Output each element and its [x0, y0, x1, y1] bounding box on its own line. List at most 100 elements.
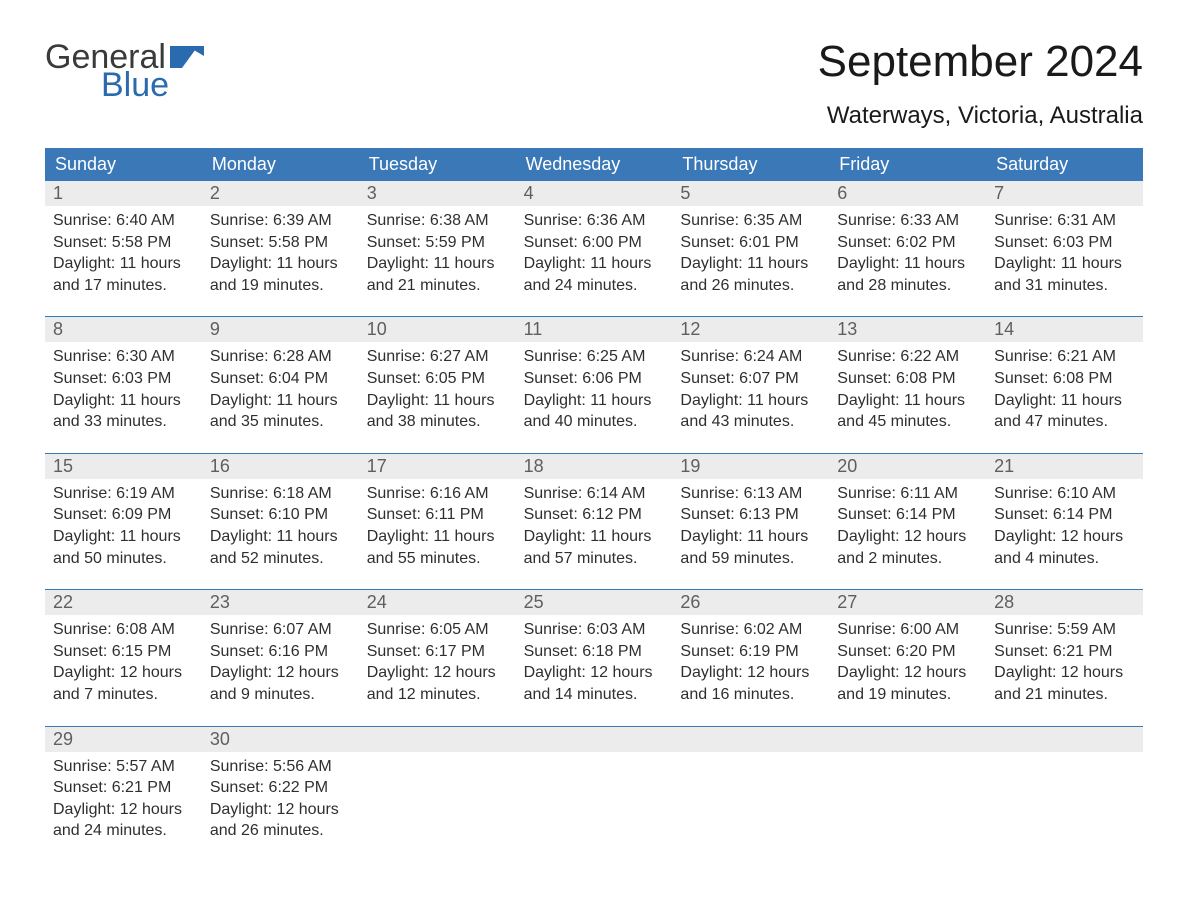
day-details: Sunrise: 6:02 AMSunset: 6:19 PMDaylight:… — [672, 615, 829, 705]
day-details: Sunrise: 6:25 AMSunset: 6:06 PMDaylight:… — [516, 342, 673, 432]
day-details — [359, 752, 516, 756]
day-details: Sunrise: 6:07 AMSunset: 6:16 PMDaylight:… — [202, 615, 359, 705]
day-number: 20 — [829, 454, 986, 479]
day-cell — [672, 727, 829, 842]
day-number: 8 — [45, 317, 202, 342]
brand-logo: General Blue — [45, 40, 204, 102]
day-details: Sunrise: 6:27 AMSunset: 6:05 PMDaylight:… — [359, 342, 516, 432]
day-details: Sunrise: 6:13 AMSunset: 6:13 PMDaylight:… — [672, 479, 829, 569]
logo-text-part2: Blue — [101, 68, 204, 102]
day-cell: 11Sunrise: 6:25 AMSunset: 6:06 PMDayligh… — [516, 317, 673, 432]
month-title: September 2024 — [818, 40, 1143, 84]
day-cell: 13Sunrise: 6:22 AMSunset: 6:08 PMDayligh… — [829, 317, 986, 432]
day-number: 2 — [202, 181, 359, 206]
dow-header: Wednesday — [516, 148, 673, 181]
day-number: 27 — [829, 590, 986, 615]
day-number: 14 — [986, 317, 1143, 342]
day-cell: 8Sunrise: 6:30 AMSunset: 6:03 PMDaylight… — [45, 317, 202, 432]
day-details: Sunrise: 6:38 AMSunset: 5:59 PMDaylight:… — [359, 206, 516, 296]
day-details: Sunrise: 6:00 AMSunset: 6:20 PMDaylight:… — [829, 615, 986, 705]
day-cell: 6Sunrise: 6:33 AMSunset: 6:02 PMDaylight… — [829, 181, 986, 296]
day-cell: 12Sunrise: 6:24 AMSunset: 6:07 PMDayligh… — [672, 317, 829, 432]
day-number: 7 — [986, 181, 1143, 206]
day-cell: 25Sunrise: 6:03 AMSunset: 6:18 PMDayligh… — [516, 590, 673, 705]
day-details — [516, 752, 673, 756]
day-cell: 27Sunrise: 6:00 AMSunset: 6:20 PMDayligh… — [829, 590, 986, 705]
day-cell: 30Sunrise: 5:56 AMSunset: 6:22 PMDayligh… — [202, 727, 359, 842]
day-number: 23 — [202, 590, 359, 615]
day-details: Sunrise: 6:21 AMSunset: 6:08 PMDaylight:… — [986, 342, 1143, 432]
calendar-page: General Blue September 2024 Waterways, V… — [0, 0, 1188, 882]
day-number — [672, 727, 829, 752]
day-details: Sunrise: 6:19 AMSunset: 6:09 PMDaylight:… — [45, 479, 202, 569]
day-cell: 4Sunrise: 6:36 AMSunset: 6:00 PMDaylight… — [516, 181, 673, 296]
day-cell: 10Sunrise: 6:27 AMSunset: 6:05 PMDayligh… — [359, 317, 516, 432]
calendar-grid: Sunday Monday Tuesday Wednesday Thursday… — [45, 148, 1143, 842]
dow-header: Thursday — [672, 148, 829, 181]
day-cell: 26Sunrise: 6:02 AMSunset: 6:19 PMDayligh… — [672, 590, 829, 705]
day-details: Sunrise: 6:11 AMSunset: 6:14 PMDaylight:… — [829, 479, 986, 569]
day-cell — [359, 727, 516, 842]
day-number: 25 — [516, 590, 673, 615]
day-cell: 29Sunrise: 5:57 AMSunset: 6:21 PMDayligh… — [45, 727, 202, 842]
day-number: 18 — [516, 454, 673, 479]
dow-header: Tuesday — [359, 148, 516, 181]
day-number: 10 — [359, 317, 516, 342]
day-details: Sunrise: 6:35 AMSunset: 6:01 PMDaylight:… — [672, 206, 829, 296]
day-cell: 21Sunrise: 6:10 AMSunset: 6:14 PMDayligh… — [986, 454, 1143, 569]
day-details: Sunrise: 6:08 AMSunset: 6:15 PMDaylight:… — [45, 615, 202, 705]
day-number: 13 — [829, 317, 986, 342]
day-details: Sunrise: 6:24 AMSunset: 6:07 PMDaylight:… — [672, 342, 829, 432]
day-details: Sunrise: 5:59 AMSunset: 6:21 PMDaylight:… — [986, 615, 1143, 705]
day-number: 15 — [45, 454, 202, 479]
day-number: 30 — [202, 727, 359, 752]
dow-header: Sunday — [45, 148, 202, 181]
day-cell: 14Sunrise: 6:21 AMSunset: 6:08 PMDayligh… — [986, 317, 1143, 432]
day-cell — [516, 727, 673, 842]
day-details: Sunrise: 6:30 AMSunset: 6:03 PMDaylight:… — [45, 342, 202, 432]
day-number — [516, 727, 673, 752]
day-cell — [829, 727, 986, 842]
day-cell: 5Sunrise: 6:35 AMSunset: 6:01 PMDaylight… — [672, 181, 829, 296]
day-cell — [986, 727, 1143, 842]
day-details: Sunrise: 5:56 AMSunset: 6:22 PMDaylight:… — [202, 752, 359, 842]
day-number: 17 — [359, 454, 516, 479]
dow-header: Friday — [829, 148, 986, 181]
day-number: 3 — [359, 181, 516, 206]
day-details: Sunrise: 6:39 AMSunset: 5:58 PMDaylight:… — [202, 206, 359, 296]
dow-header: Saturday — [986, 148, 1143, 181]
day-details: Sunrise: 6:14 AMSunset: 6:12 PMDaylight:… — [516, 479, 673, 569]
day-number: 16 — [202, 454, 359, 479]
day-details: Sunrise: 6:36 AMSunset: 6:00 PMDaylight:… — [516, 206, 673, 296]
day-cell: 28Sunrise: 5:59 AMSunset: 6:21 PMDayligh… — [986, 590, 1143, 705]
day-details — [672, 752, 829, 756]
day-details — [986, 752, 1143, 756]
day-details: Sunrise: 6:03 AMSunset: 6:18 PMDaylight:… — [516, 615, 673, 705]
day-cell: 18Sunrise: 6:14 AMSunset: 6:12 PMDayligh… — [516, 454, 673, 569]
day-details: Sunrise: 6:33 AMSunset: 6:02 PMDaylight:… — [829, 206, 986, 296]
day-cell: 1Sunrise: 6:40 AMSunset: 5:58 PMDaylight… — [45, 181, 202, 296]
day-cell: 15Sunrise: 6:19 AMSunset: 6:09 PMDayligh… — [45, 454, 202, 569]
day-details: Sunrise: 6:22 AMSunset: 6:08 PMDaylight:… — [829, 342, 986, 432]
day-number: 6 — [829, 181, 986, 206]
day-details: Sunrise: 6:40 AMSunset: 5:58 PMDaylight:… — [45, 206, 202, 296]
day-details: Sunrise: 6:28 AMSunset: 6:04 PMDaylight:… — [202, 342, 359, 432]
day-details: Sunrise: 6:05 AMSunset: 6:17 PMDaylight:… — [359, 615, 516, 705]
day-cell: 23Sunrise: 6:07 AMSunset: 6:16 PMDayligh… — [202, 590, 359, 705]
day-cell: 22Sunrise: 6:08 AMSunset: 6:15 PMDayligh… — [45, 590, 202, 705]
day-number: 21 — [986, 454, 1143, 479]
dow-header: Monday — [202, 148, 359, 181]
day-cell: 9Sunrise: 6:28 AMSunset: 6:04 PMDaylight… — [202, 317, 359, 432]
day-number: 4 — [516, 181, 673, 206]
day-number: 22 — [45, 590, 202, 615]
day-cell: 2Sunrise: 6:39 AMSunset: 5:58 PMDaylight… — [202, 181, 359, 296]
day-cell: 16Sunrise: 6:18 AMSunset: 6:10 PMDayligh… — [202, 454, 359, 569]
day-number — [829, 727, 986, 752]
day-number: 24 — [359, 590, 516, 615]
day-details: Sunrise: 6:16 AMSunset: 6:11 PMDaylight:… — [359, 479, 516, 569]
day-number — [986, 727, 1143, 752]
header: General Blue September 2024 Waterways, V… — [45, 40, 1143, 130]
day-number: 28 — [986, 590, 1143, 615]
day-number: 5 — [672, 181, 829, 206]
day-number: 12 — [672, 317, 829, 342]
